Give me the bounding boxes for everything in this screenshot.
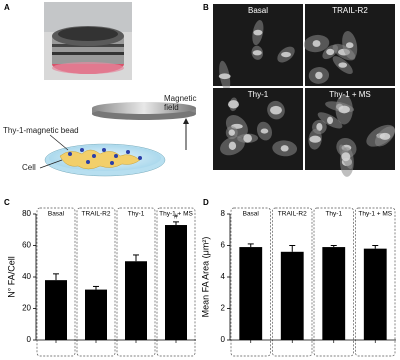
- nucleus: [327, 116, 334, 125]
- category-box: [116, 207, 156, 357]
- bar: [363, 248, 387, 340]
- nucleus: [326, 48, 335, 56]
- category-box: [355, 207, 396, 357]
- panel-letter: D: [203, 198, 209, 207]
- nucleus: [228, 129, 235, 136]
- category-box: [230, 207, 271, 357]
- y-tick-label: 6: [221, 241, 226, 250]
- category-label: TRAIL-R2: [82, 211, 111, 218]
- y-tick-label: 2: [221, 304, 226, 313]
- category-label: Thy-1 + MS: [358, 211, 392, 218]
- magnet: [92, 102, 196, 120]
- category-label: TRAIL-R2: [278, 211, 307, 218]
- nucleus: [338, 105, 350, 114]
- y-tick-label: 8: [221, 209, 226, 218]
- pointer: [39, 159, 63, 169]
- panel-letter: B: [203, 3, 209, 12]
- nucleus: [253, 29, 263, 36]
- nucleus: [379, 132, 391, 140]
- category-label: Basal: [243, 211, 260, 218]
- micrograph-label: Thy-1 + MS: [329, 90, 371, 99]
- bar: [239, 247, 263, 340]
- nucleus: [280, 145, 289, 152]
- arrow-head: [183, 118, 189, 124]
- nucleus: [252, 50, 262, 56]
- nucleus: [227, 100, 239, 109]
- micrograph-label: Thy-1: [248, 90, 269, 99]
- y-tick-label: 60: [22, 241, 31, 250]
- panel-letter: A: [4, 3, 10, 12]
- y-tick-label: 40: [22, 272, 31, 281]
- bar: [85, 289, 107, 340]
- bar: [322, 247, 346, 340]
- bar: [45, 280, 67, 340]
- micrograph-grid: Basal TRAIL-R2 Thy-1 Thy-1 + MS: [213, 4, 396, 177]
- bar: [125, 261, 147, 340]
- bar: [280, 251, 304, 340]
- micrograph-label: TRAIL-R2: [332, 6, 368, 15]
- category-label: Thy-1: [325, 211, 342, 218]
- cell-label: Cell: [22, 163, 36, 172]
- bead-label: Thy-1-magnetic bead: [3, 126, 79, 135]
- y-tick-label: 0: [27, 335, 32, 344]
- category-box: [36, 207, 76, 357]
- nucleus: [228, 141, 237, 150]
- nucleus: [312, 40, 321, 47]
- y-tick-label: 80: [22, 209, 31, 218]
- micrograph-label: Basal: [248, 6, 268, 15]
- category-label: Thy-1 + MS: [159, 211, 193, 218]
- field-label: Magnetic field: [164, 94, 197, 112]
- nucleus: [281, 51, 292, 58]
- y-axis-label: N° FA/Cell: [6, 256, 16, 298]
- nucleus: [338, 62, 348, 68]
- category-box: [313, 207, 354, 357]
- nucleus: [218, 73, 231, 80]
- nucleus: [270, 105, 282, 115]
- y-tick-label: 4: [221, 272, 226, 281]
- culture-plate: [44, 143, 166, 177]
- y-tick-label: 20: [22, 304, 31, 313]
- pointer: [49, 134, 69, 151]
- y-axis-label: Mean FA Area (μm²): [200, 237, 210, 318]
- nucleus: [341, 152, 351, 162]
- nucleus: [309, 135, 321, 143]
- nucleus: [243, 134, 252, 143]
- category-box: [272, 207, 313, 357]
- nucleus: [260, 128, 269, 134]
- bar: [165, 225, 187, 340]
- category-label: Basal: [48, 211, 65, 218]
- category-label: Thy-1: [128, 211, 145, 218]
- nucleus: [316, 122, 323, 132]
- category-box: [76, 207, 116, 357]
- y-tick-label: 0: [221, 335, 226, 344]
- charts: Basal TRAIL-R2 Thy-1 Thy-1 + MS020406080N° …: [6, 207, 396, 357]
- significance-mark: #: [174, 214, 178, 221]
- nucleus: [315, 71, 323, 80]
- category-box: [156, 207, 196, 357]
- nucleus: [345, 42, 354, 49]
- panel-letter: C: [4, 198, 10, 207]
- dish-photo: [44, 2, 132, 80]
